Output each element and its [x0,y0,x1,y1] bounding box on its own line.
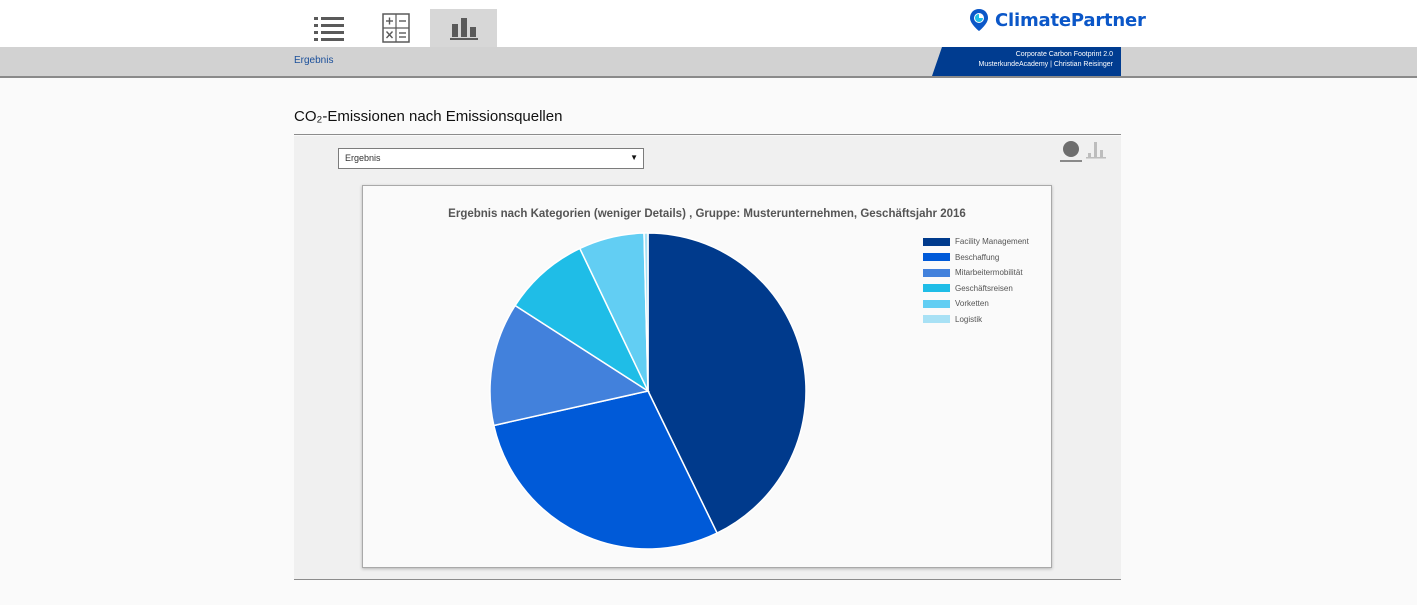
legend-item[interactable]: Geschäftsreisen [923,281,1029,297]
pie-view-icon[interactable] [1059,139,1083,163]
pie-slice-mitarbeitermobilit-t[interactable] [489,304,650,427]
legend-item[interactable]: Logistik [923,312,1029,328]
legend-item[interactable]: Beschaffung [923,250,1029,266]
pie-slice-beschaffung[interactable] [492,390,719,550]
list-icon [313,17,344,41]
bar-chart-icon [449,18,478,40]
legend-swatch [923,268,950,277]
pie-slice-facility-management[interactable] [647,232,807,535]
legend-item[interactable]: Mitarbeitermobilität [923,265,1029,281]
divider-top [294,134,1121,135]
legend-swatch [923,237,950,246]
legend-swatch [923,284,950,293]
legend-label: Geschäftsreisen [955,283,1013,293]
project-info-box: Corporate Carbon Footprint 2.0 Musterkun… [932,47,1121,76]
pie-slice-logistik[interactable] [643,232,649,392]
legend-item[interactable]: Vorketten [923,296,1029,312]
legend-swatch [923,253,950,262]
legend-label: Mitarbeitermobilität [955,268,1023,278]
pie-slice-gesch-ftsreisen[interactable] [514,247,650,394]
calculator-icon [381,13,410,43]
legend-item[interactable]: Facility Management [923,234,1029,250]
result-select[interactable]: Ergebnis ▼ [338,148,644,169]
chart-card: Ergebnis nach Kategorien (weniger Detail… [362,185,1052,568]
logo-text: ClimatePartner [995,9,1146,31]
pie-chart [489,232,807,550]
top-navigation: ClimatePartner [0,0,1417,47]
legend-label: Facility Management [955,237,1029,247]
legend-label: Logistik [955,314,983,324]
legend-label: Vorketten [955,299,989,309]
dropdown-arrow-icon: ▼ [630,153,638,162]
sub-header: Ergebnis Corporate Carbon Footprint 2.0 … [0,47,1417,78]
tab-results[interactable] [430,9,497,47]
select-value: Ergebnis [345,153,381,163]
location-pin-icon [970,9,988,31]
legend-label: Beschaffung [955,252,1000,262]
chart-title: Ergebnis nach Kategorien (weniger Detail… [448,208,966,220]
tab-calculator[interactable] [362,9,429,47]
legend-swatch [923,299,950,308]
chart-legend: Facility Management Beschaffung Mitarbeite… [923,234,1029,327]
divider-bottom [294,579,1121,580]
bar-view-icon[interactable] [1086,140,1106,160]
project-user: MusterkundeAcademy | Christian Reisinger [978,61,1114,68]
climatepartner-logo[interactable]: ClimatePartner [969,7,1146,33]
breadcrumb[interactable]: Ergebnis [294,55,334,66]
page-title: CO₂-Emissionen nach Emissionsquellen [294,108,563,125]
project-title: Corporate Carbon Footprint 2.0 [1015,51,1113,58]
tab-list[interactable] [295,9,362,47]
legend-swatch [923,315,950,324]
